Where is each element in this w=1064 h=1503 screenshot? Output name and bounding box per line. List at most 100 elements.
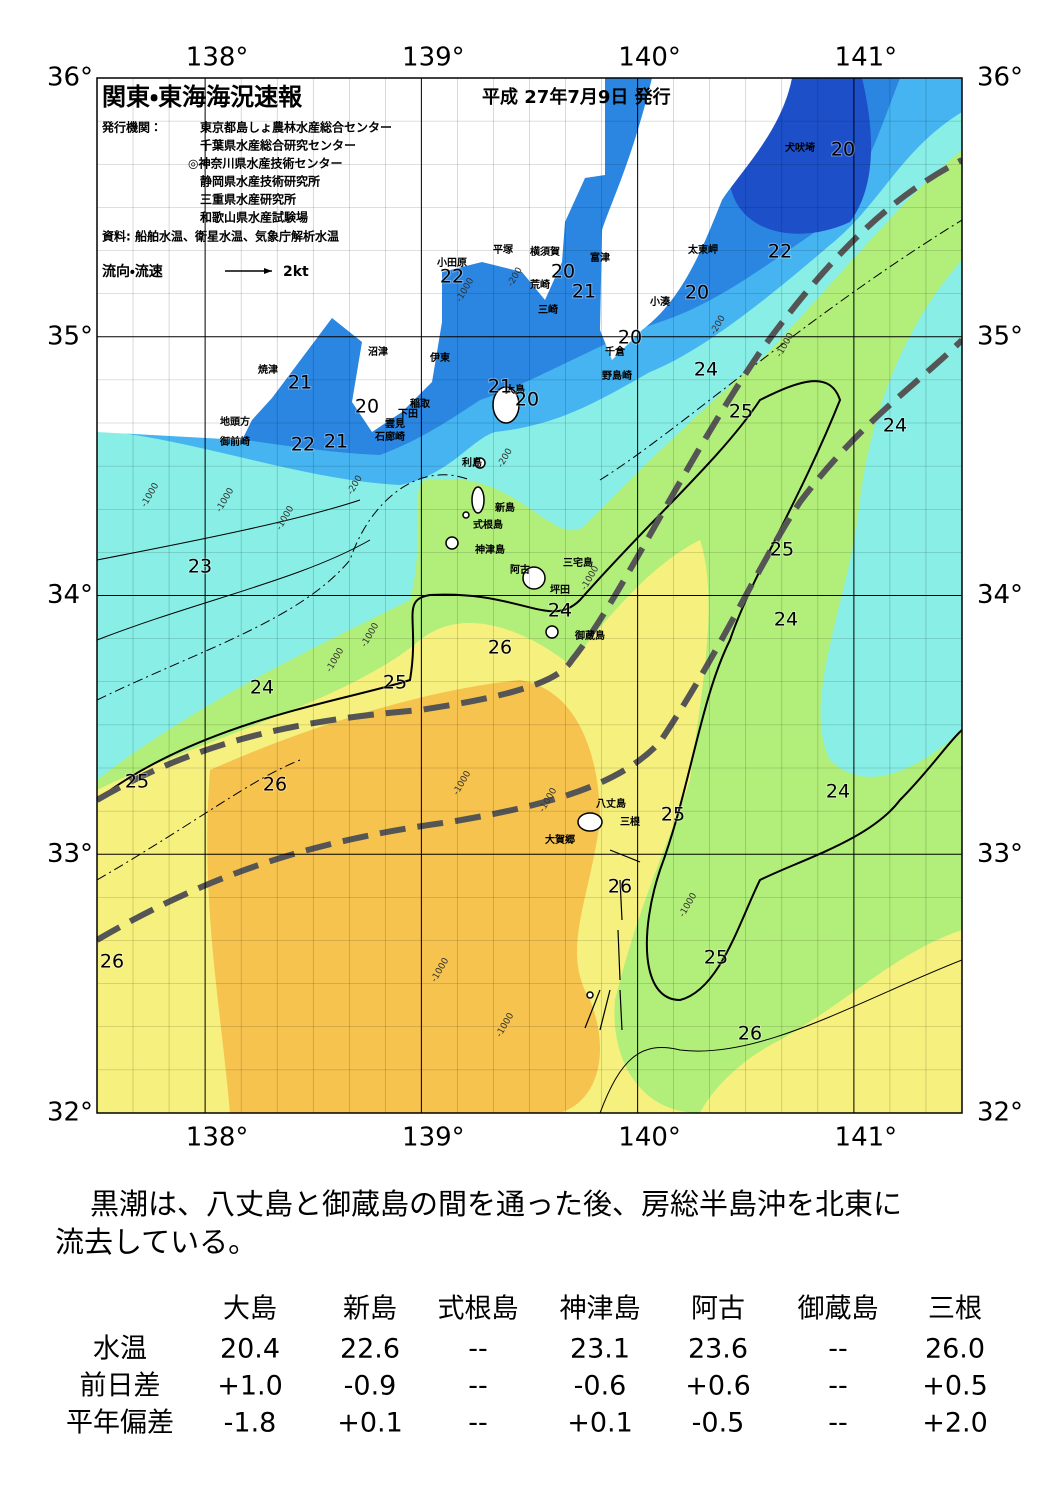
issue-date: 平成 27年7月9日 発行 <box>482 86 671 108</box>
island <box>545 625 559 639</box>
contour-label: 22 <box>440 266 464 288</box>
table-cell: +0.5 <box>922 1371 988 1402</box>
column-header: 新島 <box>343 1294 397 1325</box>
table-cell: +0.1 <box>337 1408 403 1439</box>
legend-arrowhead <box>264 268 272 274</box>
place-name: 坪田 <box>550 583 570 596</box>
kuroshio-axis <box>97 337 962 943</box>
table-cell: 23.1 <box>570 1334 630 1365</box>
x-tick-label: 138° <box>186 43 249 73</box>
y-tick-label: 34° <box>47 580 93 610</box>
table-cell: +0.6 <box>685 1371 751 1402</box>
y-tick-label: 33° <box>47 839 93 869</box>
island <box>586 991 594 999</box>
row-header: 平年偏差 <box>66 1408 174 1439</box>
publisher: 静岡県水産技術研究所 <box>200 174 320 189</box>
place-name: 新島 <box>494 501 515 514</box>
table-cell: +1.0 <box>217 1371 283 1402</box>
table-cell: 22.6 <box>340 1334 400 1365</box>
place-name: 八丈島 <box>596 797 626 810</box>
table-cell: -- <box>828 1408 848 1439</box>
y-tick-label: 36° <box>977 63 1023 93</box>
contour-label: 21 <box>572 281 596 303</box>
y-tick-label: 32° <box>977 1098 1023 1128</box>
island <box>445 536 459 550</box>
contour-label: 25 <box>383 672 407 694</box>
table-cell: 23.6 <box>688 1334 748 1365</box>
summary-line: 黒潮は、八丈島と御蔵島の間を通った後、房総半島沖を北東に <box>90 1187 902 1221</box>
contour-label: 21 <box>324 431 348 453</box>
current-vector <box>584 989 601 1029</box>
place-name: 焼津 <box>258 363 278 376</box>
column-header: 御蔵島 <box>798 1294 879 1325</box>
x-tick-label: 141° <box>835 1123 898 1153</box>
place-name: 地頭方 <box>220 415 250 428</box>
y-tick-label: 36° <box>47 63 93 93</box>
x-tick-label: 139° <box>402 1123 465 1153</box>
kuroshio-axis <box>97 157 962 803</box>
current-vectors <box>584 849 641 1031</box>
x-tick-label: 140° <box>618 1123 681 1153</box>
x-tick-label: 138° <box>186 1123 249 1153</box>
place-name: 石廊崎 <box>374 430 405 443</box>
place-name: 太東岬 <box>687 243 718 256</box>
grid <box>97 78 962 1113</box>
contour-label: 25 <box>125 771 149 793</box>
contour-label: 25 <box>704 947 728 969</box>
current-vector <box>619 879 623 921</box>
legend-label: 流向・流速 <box>102 263 163 280</box>
column-header: 式根島 <box>438 1294 519 1325</box>
place-name: 御前崎 <box>219 435 250 448</box>
contour-label: 24 <box>250 677 274 699</box>
place-name: 沼津 <box>368 345 388 358</box>
contour-label: 20 <box>551 261 575 283</box>
island <box>471 486 485 514</box>
contour-label: 24 <box>694 359 718 381</box>
current-vector <box>617 929 621 981</box>
place-name: 利島 <box>462 456 482 469</box>
current-vector <box>599 989 611 1031</box>
place-name: 神津島 <box>474 543 505 556</box>
contour-label: 26 <box>738 1023 762 1045</box>
table-cell: -- <box>468 1371 488 1402</box>
contour-label: 20 <box>355 396 379 418</box>
place-name: 伊東 <box>429 351 450 364</box>
contour-label: 21 <box>288 372 312 394</box>
place-name: 横須賀 <box>530 245 560 258</box>
y-tick-label: 32° <box>47 1098 93 1128</box>
place-name: 犬吠埼 <box>785 141 815 154</box>
contour-line <box>97 499 962 1113</box>
place-name: 式根島 <box>473 518 503 531</box>
column-header: 阿古 <box>691 1294 745 1325</box>
place-name: 荒崎 <box>529 278 550 291</box>
x-tick-label: 141° <box>835 43 898 73</box>
place-name: 小田原 <box>436 256 467 269</box>
place-name: 御蔵島 <box>574 629 605 642</box>
place-name: 雲見 <box>385 418 405 430</box>
column-header: 大島 <box>223 1294 277 1325</box>
contour-label: 26 <box>608 876 632 898</box>
contour-label: 24 <box>826 781 850 803</box>
table-cell: -0.6 <box>574 1371 627 1402</box>
place-name: 三根 <box>620 815 641 828</box>
contour-label: 25 <box>729 401 753 423</box>
table-cell: -1.8 <box>224 1408 277 1439</box>
table-cell: +0.1 <box>567 1408 633 1439</box>
y-tick-label: 35° <box>977 321 1023 351</box>
table-cell: 26.0 <box>925 1334 985 1365</box>
place-name: 野島崎 <box>602 369 632 382</box>
column-header: 三根 <box>928 1294 982 1325</box>
legend-scale: 2kt <box>283 264 309 280</box>
contour-label: 25 <box>770 539 794 561</box>
place-name: 平塚 <box>493 243 514 256</box>
contour-label: 26 <box>100 951 124 973</box>
source: 資料: 船舶水温、衛星水温、気象庁解析水温 <box>102 229 339 244</box>
contour-label: 26 <box>488 637 512 659</box>
table-cell: -- <box>468 1334 488 1365</box>
contour-label: 24 <box>774 609 798 631</box>
zone-25-east <box>700 930 962 1113</box>
